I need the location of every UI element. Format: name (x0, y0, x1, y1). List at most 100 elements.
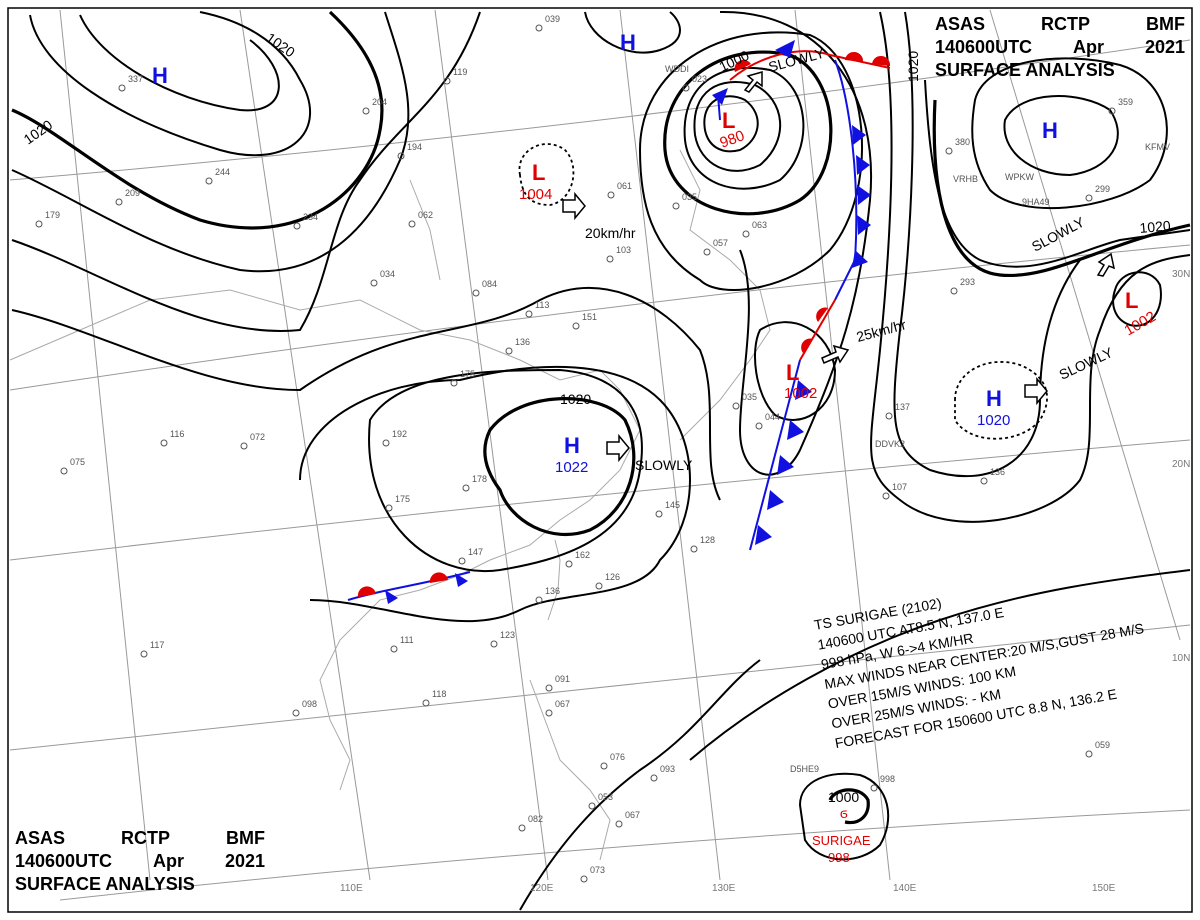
station-pressure: 128 (700, 535, 715, 545)
station-pressure: 234 (303, 212, 318, 222)
station-pressure: 337 (128, 74, 143, 84)
station-pressure: 103 (616, 245, 631, 255)
station-pressure: 147 (468, 547, 483, 557)
station-circle-icon (525, 310, 533, 318)
station-pressure: 209 (125, 188, 140, 198)
ship-id: KFMV (1145, 142, 1170, 152)
station-circle-icon (882, 492, 890, 500)
header-code: BMF (225, 828, 265, 848)
header-bottom-left: ASAS RCTP BMF 140600UTC Apr 2021 SURFACE ANA… (15, 827, 265, 896)
station-circle-icon (980, 477, 988, 485)
station-pressure: 107 (892, 482, 907, 492)
station-circle-icon (205, 177, 213, 185)
isobar-label: 1000 (828, 789, 859, 805)
station-pressure: 119 (453, 67, 467, 77)
lon-label: 150E (1092, 883, 1116, 894)
station-circle-icon (505, 347, 513, 355)
station-pressure: 116 (170, 429, 184, 439)
station-circle-icon (35, 220, 43, 228)
station-pressure: 091 (555, 674, 570, 684)
station-pressure: 067 (625, 810, 640, 820)
ship-id: 9HA49 (1022, 197, 1050, 207)
ship-id: DDVK2 (875, 439, 905, 449)
ship-ids: WDDI DDVK2 D5HE9 VRHB WPKW 9HA49 KFMV (665, 64, 1170, 774)
ship-id: WPKW (1005, 172, 1035, 182)
isobars (11, 10, 1191, 911)
station-circle-icon (672, 202, 680, 210)
low-center: L (532, 160, 545, 185)
station-circle-icon (545, 709, 553, 717)
station-pressure: 044 (765, 412, 780, 422)
header-code: BMF (1145, 14, 1185, 34)
station-pressure: 137 (895, 402, 910, 412)
station-pressure: 145 (665, 500, 680, 510)
header-year: 2021 (1144, 37, 1185, 57)
low-value: 1004 (519, 186, 552, 203)
station-pressure: 151 (582, 312, 597, 322)
station-circle-icon (458, 557, 466, 565)
station-pressure: 117 (150, 640, 164, 650)
station-pressure: 299 (1095, 184, 1110, 194)
station-pressure: 136 (515, 337, 530, 347)
station-circle-icon (607, 191, 615, 199)
low-value: 1002 (784, 385, 817, 402)
header-time: 140600UTC (15, 851, 113, 871)
station-pressure: 111 (400, 635, 414, 645)
station-circle-icon (945, 147, 953, 155)
typhoon-name: SURIGAE (812, 833, 871, 848)
header-title: SURFACE ANALYSIS (15, 874, 195, 894)
station-circle-icon (565, 560, 573, 568)
station-pressure: 359 (1118, 97, 1133, 107)
pressure-centers: H H H H 1022 H 1020 L 1004 L 980 L 1002 … (152, 30, 1159, 476)
movement-label: SLOWLY (1029, 213, 1088, 254)
station-circle-icon (535, 596, 543, 604)
station-circle-icon (703, 248, 711, 256)
lon-label: 130E (712, 883, 736, 894)
station-pressure: 073 (590, 865, 605, 875)
station-pressure: 380 (955, 137, 970, 147)
station-circle-icon (606, 255, 614, 263)
tropical-storm-icon: ϭ (840, 805, 848, 821)
station-pressure: 162 (575, 550, 590, 560)
station-pressure: 075 (70, 457, 85, 467)
lon-label: 110E (340, 883, 363, 894)
station-circle-icon (755, 422, 763, 430)
station-pressure: 039 (545, 14, 560, 24)
isobar-label: 1020 (263, 29, 298, 60)
arrow-icon (1024, 376, 1048, 406)
station-pressure: 123 (500, 630, 515, 640)
typhoon-info-block: TS SURIGAE (2102) 140600 UTC AT8.5 N, 13… (813, 595, 1145, 751)
lat-label: 20N (1172, 459, 1190, 470)
station-circle-icon (870, 784, 878, 792)
station-pressure: 175 (460, 369, 475, 379)
station-circle-icon (390, 645, 398, 653)
arrow-icon (743, 71, 763, 93)
header-month: Apr (153, 851, 184, 871)
arrow-icon (821, 344, 850, 364)
movement-label: 20km/hr (585, 225, 636, 241)
station-pressure: 136 (545, 586, 560, 596)
station-circle-icon (462, 484, 470, 492)
movement-labels: 20km/hr SLOWLY SLOWLY 25km/hr SLOWLY SLO… (585, 44, 1116, 473)
station-pressure: 175 (395, 494, 410, 504)
station-circle-icon (490, 640, 498, 648)
station-pressure: 063 (752, 220, 767, 230)
station-circle-icon (240, 442, 248, 450)
movement-label: SLOWLY (1057, 344, 1116, 383)
low-center: L (786, 360, 799, 385)
station-pressure: 082 (528, 814, 543, 824)
header-year: 2021 (224, 851, 265, 871)
graticule (9, 9, 1191, 901)
cold-front-south (749, 359, 801, 551)
station-pressure: 035 (682, 192, 697, 202)
station-circle-icon (885, 412, 893, 420)
low-center: L (1125, 288, 1138, 313)
station-pressure: 194 (407, 142, 422, 152)
isobar-label: 1020 (21, 116, 56, 147)
station-pressure: 034 (380, 269, 395, 279)
station-circle-icon (160, 439, 168, 447)
station-circle-icon (362, 107, 370, 115)
station-circle-icon (732, 402, 740, 410)
station-pressure: 192 (392, 429, 407, 439)
station-circle-icon (118, 84, 126, 92)
